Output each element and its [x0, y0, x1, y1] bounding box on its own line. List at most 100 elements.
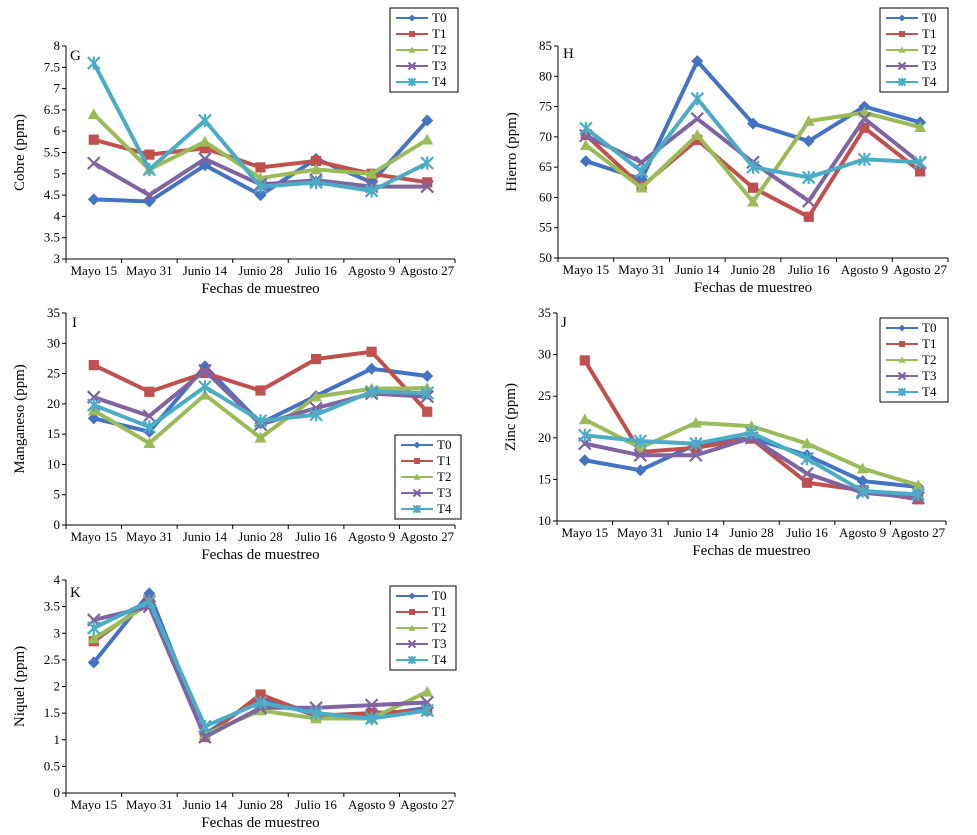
- data-point: [142, 162, 157, 177]
- data-point: [802, 115, 815, 126]
- legend-swatch-marker: [897, 77, 907, 87]
- legend-label: T3: [922, 368, 936, 383]
- data-point: [254, 189, 267, 202]
- data-point: [579, 355, 590, 366]
- data-point: [689, 416, 702, 428]
- x-tick-label: Junio 28: [238, 529, 282, 544]
- legend-swatch-marker: [407, 655, 417, 665]
- data-point: [253, 695, 268, 710]
- y-tick-label: 25: [538, 388, 551, 403]
- x-tick-label: Julio 16: [295, 797, 337, 812]
- data-point: [198, 388, 211, 400]
- data-point: [420, 703, 434, 718]
- legend-label: T1: [432, 26, 446, 41]
- data-point: [309, 175, 323, 190]
- legend-label: T4: [432, 652, 447, 667]
- legend-swatch-marker: [409, 609, 415, 615]
- y-tick-label: 35: [47, 305, 60, 320]
- legend-swatch-marker: [407, 61, 417, 71]
- data-point: [364, 698, 379, 712]
- y-tick-label: 25: [47, 366, 60, 381]
- data-point: [142, 409, 157, 423]
- legend-label: T0: [437, 437, 451, 452]
- data-point: [579, 139, 592, 151]
- x-tick-label: Junio 14: [183, 529, 228, 544]
- data-point: [310, 353, 322, 365]
- data-point: [420, 179, 434, 194]
- legend-label: T3: [437, 485, 451, 500]
- legend-label: T0: [432, 588, 446, 603]
- legend-label: T2: [432, 620, 446, 635]
- data-point: [422, 406, 433, 417]
- x-tick-label: Mayo 15: [561, 525, 608, 540]
- chart-panel-k: 0 0.5 1 1.5 2 2.5 3 3.5 4 Mayo 15 Mayo 31 Junio 14 J…: [12, 572, 457, 831]
- data-point: [255, 162, 266, 173]
- data-point: [801, 437, 814, 449]
- legend-swatch-marker: [898, 356, 906, 363]
- chart-panel-j: 10 15 20 25 30 35 Mayo 15 Mayo 31 Junio 14 Junio …: [503, 305, 949, 559]
- data-point: [253, 179, 268, 194]
- legend-label: T4: [437, 501, 452, 516]
- legend-swatch-marker: [898, 46, 906, 53]
- legend-swatch-marker: [413, 441, 421, 449]
- y-tick-label: 20: [47, 396, 60, 411]
- data-point: [915, 166, 926, 177]
- legend-swatch-marker: [407, 639, 417, 649]
- data-point: [857, 152, 872, 167]
- data-point: [578, 428, 592, 443]
- data-point: [144, 386, 155, 397]
- legend-swatch-marker: [899, 31, 905, 37]
- data-point: [421, 114, 434, 127]
- data-point: [88, 134, 99, 145]
- data-point: [364, 384, 379, 399]
- data-point: [914, 121, 927, 132]
- data-point: [142, 188, 157, 202]
- y-tick-label: 4: [54, 208, 61, 223]
- x-tick-label: Agosto 27: [893, 262, 947, 277]
- legend-swatch-marker: [408, 592, 416, 600]
- y-tick-label: 80: [539, 68, 552, 83]
- legend-label: T4: [432, 74, 447, 89]
- legend-swatch-marker: [412, 488, 422, 498]
- x-axis-title: Fechas de muestreo: [692, 543, 810, 559]
- data-point: [856, 462, 869, 474]
- data-point: [255, 385, 266, 396]
- legend-swatch-marker: [414, 458, 420, 464]
- data-point: [87, 108, 100, 119]
- data-point: [800, 451, 814, 466]
- y-tick-label: 70: [539, 129, 552, 144]
- data-point: [744, 426, 759, 440]
- legend-label: T2: [922, 42, 936, 57]
- x-tick-label: Junio 28: [238, 797, 282, 812]
- data-point: [365, 167, 378, 179]
- panel-letter: J: [561, 315, 567, 331]
- x-axis-title: Fechas de muestreo: [201, 547, 319, 563]
- x-tick-label: Mayo 31: [126, 797, 173, 812]
- series-t4: [579, 91, 927, 185]
- legend-label: T4: [922, 384, 937, 399]
- data-point: [859, 122, 870, 133]
- legend-swatch-marker: [898, 324, 906, 332]
- series-t4: [578, 426, 925, 502]
- series-t4: [87, 594, 434, 734]
- y-tick-label: 30: [47, 335, 60, 350]
- series-t2: [578, 413, 925, 491]
- x-tick-label: Agosto 9: [348, 797, 395, 812]
- y-tick-label: 15: [47, 426, 60, 441]
- data-point: [855, 484, 870, 498]
- data-point: [578, 413, 591, 425]
- data-point: [88, 359, 99, 371]
- x-tick-label: Julio 16: [786, 525, 828, 540]
- data-point: [634, 464, 647, 477]
- chart-panel-h: 50 55 60 65 70 75 80 85 Mayo 15 Mayo 31 Junio 14 Ju…: [504, 7, 949, 296]
- x-tick-label: Agosto 27: [400, 263, 454, 278]
- x-tick-label: Agosto 9: [841, 262, 888, 277]
- data-point: [87, 193, 100, 206]
- x-tick-label: Agosto 9: [839, 525, 886, 540]
- y-tick-label: 5: [54, 487, 61, 502]
- x-tick-label: Junio 28: [729, 525, 773, 540]
- y-tick-label: 55: [539, 220, 552, 235]
